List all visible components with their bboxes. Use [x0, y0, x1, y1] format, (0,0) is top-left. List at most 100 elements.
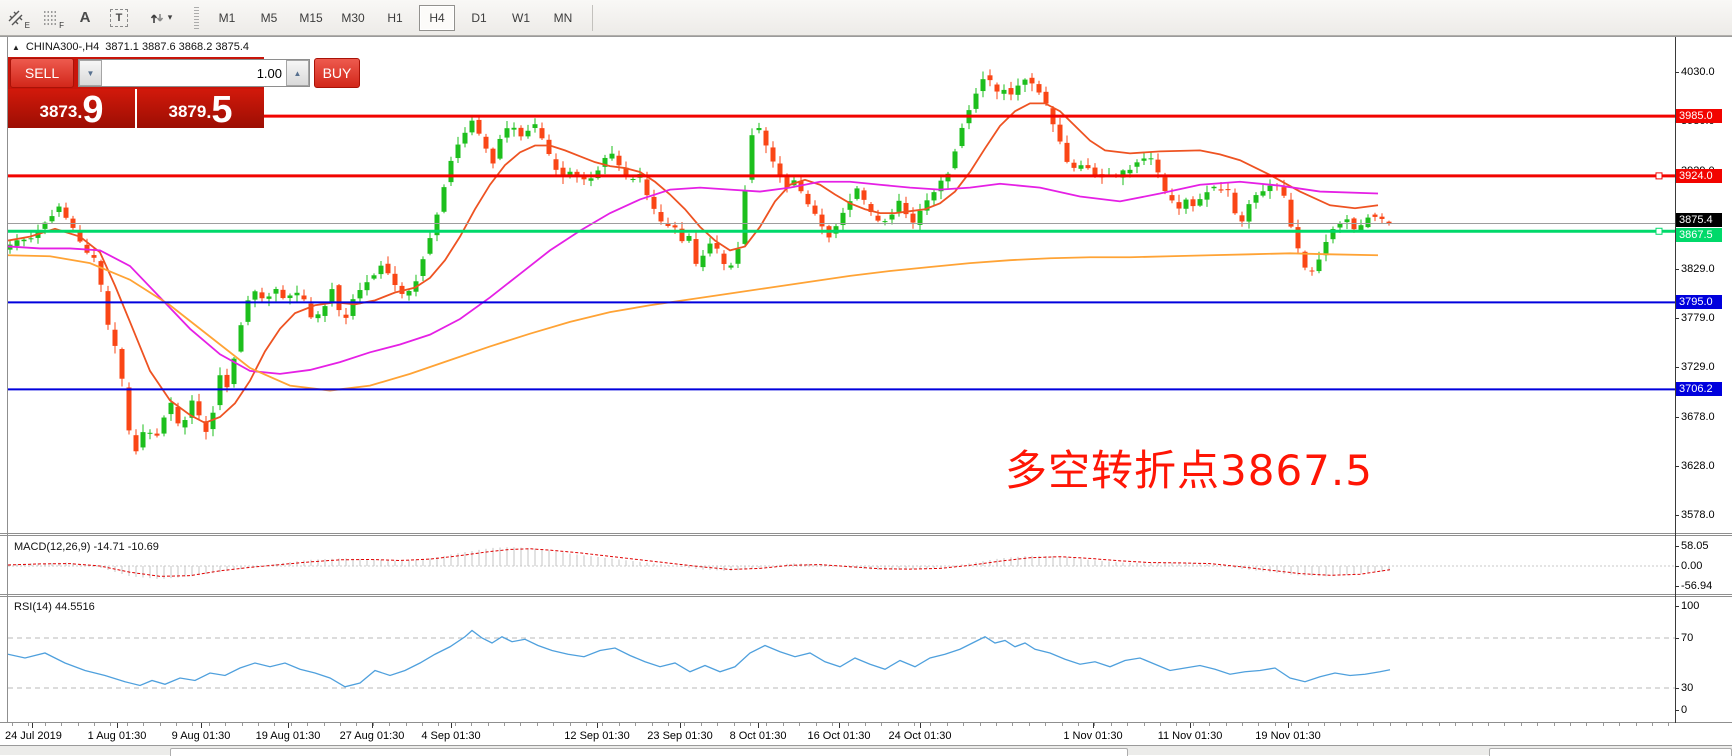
candle — [182, 420, 188, 428]
candle — [336, 285, 342, 311]
time-minor-tick — [1520, 723, 1522, 726]
candle — [308, 303, 314, 318]
volume-increase-button[interactable]: ▲ — [286, 60, 309, 86]
candle — [497, 138, 503, 159]
timeframe-m30-button[interactable]: M30 — [341, 10, 365, 25]
price-tick: 3628.0 — [1681, 460, 1715, 472]
rsi-indicator-panel[interactable] — [8, 597, 1675, 722]
time-minor-tick — [963, 723, 965, 726]
candle — [1183, 199, 1189, 209]
time-minor-tick — [1209, 723, 1211, 726]
time-axis[interactable]: 24 Jul 2019 1 Aug 01:30 9 Aug 01:30 19 Aug … — [0, 723, 1732, 745]
candle — [756, 128, 762, 131]
time-minor-tick — [1225, 723, 1227, 726]
timeframe-h1-button[interactable]: H1 — [387, 10, 403, 25]
line-handle[interactable] — [1655, 172, 1663, 180]
date-label: 1 Nov 01:30 — [1063, 730, 1123, 742]
candle — [1316, 259, 1322, 272]
time-minor-tick — [733, 723, 735, 726]
time-minor-tick — [208, 723, 210, 726]
text-label-icon[interactable]: A — [70, 5, 100, 31]
candle — [1022, 79, 1028, 85]
timeframe-m1-button[interactable]: M1 — [218, 10, 236, 25]
sell-price-point: . — [77, 102, 83, 122]
time-minor-tick — [340, 723, 341, 726]
candle — [854, 188, 860, 199]
sell-price[interactable]: 3873 . 9 — [8, 89, 137, 131]
text-box-icon[interactable]: T — [104, 5, 134, 31]
candle — [1253, 195, 1259, 203]
time-minor-tick — [356, 723, 358, 726]
date-label: 11 Nov 01:30 — [1157, 730, 1223, 742]
candle — [427, 238, 433, 254]
price-tick: 3578.0 — [1681, 509, 1715, 521]
candle — [203, 421, 209, 432]
volume-decrease-button[interactable]: ▼ — [79, 60, 102, 86]
time-minor-tick — [225, 723, 227, 726]
candle — [378, 265, 384, 275]
macd-name: MACD(12,26,9) — [14, 541, 91, 553]
toolbar-grip[interactable] — [194, 6, 199, 29]
timeframe-w1-button[interactable]: W1 — [512, 10, 530, 25]
candle — [1344, 219, 1350, 223]
window-tab[interactable] — [170, 748, 1128, 756]
chevron-down-icon[interactable]: ▾ — [167, 12, 173, 22]
time-minor-tick — [602, 723, 604, 726]
main-price-chart[interactable] — [8, 37, 1675, 533]
fibonacci-icon[interactable]: F — [36, 5, 66, 31]
candle — [1232, 192, 1238, 214]
timeframe-h4-button[interactable]: H4 — [419, 4, 455, 31]
candle — [1162, 177, 1168, 192]
buy-price-point: . — [206, 102, 212, 122]
timeframe-d1-button[interactable]: D1 — [471, 10, 487, 25]
macd-indicator-panel[interactable] — [8, 537, 1675, 594]
line-handle[interactable] — [1655, 227, 1663, 235]
candle — [504, 128, 510, 138]
macd-axis-label: -56.94 — [1681, 580, 1713, 592]
candle — [441, 187, 447, 212]
time-minor-tick — [946, 723, 948, 726]
sell-button[interactable]: SELL — [10, 58, 74, 88]
candle — [1064, 142, 1070, 162]
time-minor-tick — [1176, 723, 1178, 726]
candle — [945, 173, 951, 182]
candle — [980, 79, 986, 92]
toolbar-separator — [592, 4, 593, 31]
candle — [371, 275, 377, 279]
panel-divider[interactable] — [0, 594, 1732, 595]
time-minor-tick — [1192, 723, 1194, 726]
buy-price[interactable]: 3879 . 5 — [137, 89, 264, 129]
candle — [462, 132, 468, 144]
candle — [56, 206, 62, 213]
rsi-line — [8, 629, 1391, 688]
sell-price-big-digit: 9 — [82, 89, 104, 131]
candle — [49, 216, 55, 222]
panel-divider[interactable] — [0, 533, 1732, 534]
buy-button[interactable]: BUY — [314, 58, 360, 88]
candle — [1008, 88, 1014, 95]
time-minor-tick — [979, 723, 981, 726]
date-label: 24 Jul 2019 — [5, 730, 62, 742]
time-minor-tick — [389, 723, 391, 726]
time-minor-tick — [1619, 723, 1621, 726]
equidistant-channel-icon[interactable]: E — [2, 5, 32, 31]
time-minor-tick — [766, 723, 768, 726]
timeframe-m15-button[interactable]: M15 — [299, 10, 323, 25]
volume-input[interactable] — [102, 60, 286, 86]
time-minor-tick — [1012, 723, 1014, 726]
price-badge-3867.5: 3867.5 — [1676, 228, 1722, 243]
candle — [490, 148, 496, 164]
chart-annotation-text[interactable]: 多空转折点3867.5 — [1005, 446, 1373, 495]
panel-divider — [0, 722, 1732, 723]
timeframe-m5-button[interactable]: M5 — [260, 10, 278, 25]
macd-label: MACD(12,26,9) -14.71 -10.69 — [14, 541, 159, 553]
date-label: 8 Oct 01:30 — [729, 730, 787, 742]
time-minor-tick — [569, 723, 571, 726]
candle — [1337, 223, 1343, 228]
time-minor-tick — [1242, 723, 1243, 726]
header-marker-icon[interactable]: ▲ — [12, 42, 20, 52]
candle — [21, 239, 27, 242]
timeframe-mn-button[interactable]: MN — [553, 10, 573, 25]
arrows-tool-icon[interactable]: ▾ — [138, 5, 182, 31]
time-minor-tick — [1160, 723, 1161, 726]
